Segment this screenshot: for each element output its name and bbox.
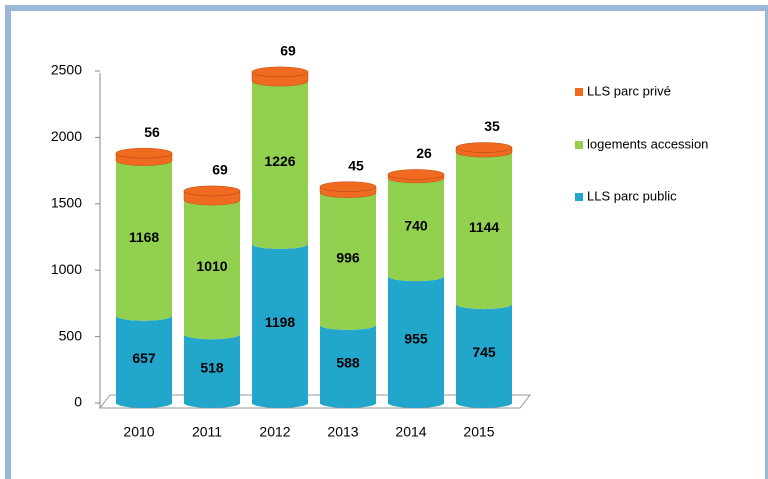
bar-segment (252, 243, 308, 408)
legend-label: LLS parc privé (587, 83, 671, 98)
y-tick-label: 500 (59, 327, 83, 343)
data-label: 1168 (129, 229, 160, 245)
bar-segment (455, 142, 513, 158)
data-label: 69 (212, 162, 228, 178)
data-label: 1010 (196, 258, 227, 274)
data-label: 745 (472, 344, 496, 360)
bar-segment (388, 177, 444, 282)
y-tick-label: 2500 (51, 62, 82, 78)
data-label: 588 (336, 355, 360, 371)
bar-segment (252, 81, 308, 249)
bar-segment (183, 185, 241, 206)
y-tick-label: 1500 (51, 195, 82, 211)
data-label: 56 (144, 124, 160, 140)
legend-label: logements accession (587, 136, 708, 151)
bar-segment (184, 200, 241, 340)
data-label: 1144 (469, 219, 500, 235)
x-tick-label: 2014 (395, 424, 426, 440)
y-tick-label: 0 (74, 394, 82, 410)
data-label: 657 (132, 350, 156, 366)
bar-segment (388, 276, 444, 408)
legend-swatch (575, 88, 583, 96)
bar-segment (319, 181, 377, 198)
bar-segment (116, 160, 173, 321)
data-label: 1198 (265, 314, 296, 330)
data-label: 518 (200, 359, 224, 375)
x-tick-label: 2015 (463, 424, 494, 440)
bar-segment (387, 169, 445, 184)
legend-swatch (575, 193, 583, 201)
data-label: 26 (416, 145, 432, 161)
bar-segment (115, 147, 173, 166)
x-tick-label: 2010 (123, 424, 154, 440)
data-label: 955 (404, 330, 428, 346)
y-tick-label: 2000 (51, 128, 82, 144)
data-label: 35 (484, 118, 500, 134)
y-tick-label: 1000 (51, 261, 82, 277)
bar-segment (456, 152, 512, 310)
legend-label: LLS parc public (587, 188, 677, 203)
x-tick-label: 2012 (259, 424, 290, 440)
data-label: 1226 (264, 153, 295, 169)
data-label: 740 (404, 218, 428, 234)
bar-segment (184, 334, 240, 408)
bar-segment (320, 192, 376, 330)
bar-segment (456, 304, 512, 408)
legend-swatch (575, 141, 583, 149)
data-label: 996 (336, 249, 360, 265)
bar-segment (320, 324, 376, 408)
bar-segment (251, 66, 309, 87)
data-label: 45 (348, 157, 364, 173)
data-label: 69 (280, 43, 296, 59)
x-tick-label: 2013 (327, 424, 358, 440)
x-tick-label: 2011 (192, 424, 222, 440)
bar-segment (116, 315, 172, 408)
